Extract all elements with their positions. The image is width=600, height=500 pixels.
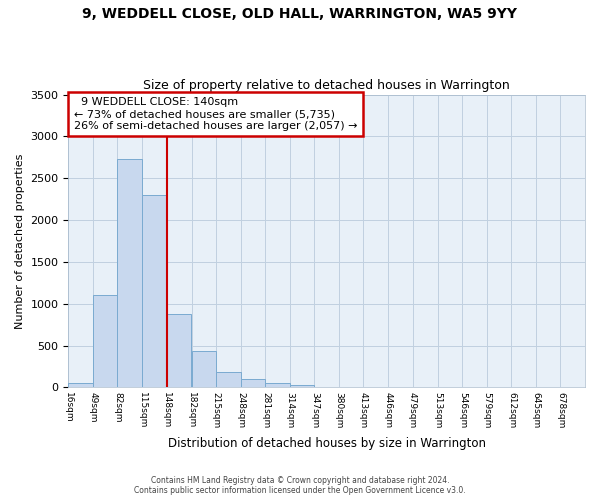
Bar xyxy=(167,314,191,388)
Title: Size of property relative to detached houses in Warrington: Size of property relative to detached ho… xyxy=(143,79,510,92)
Text: 9, WEDDELL CLOSE, OLD HALL, WARRINGTON, WA5 9YY: 9, WEDDELL CLOSE, OLD HALL, WARRINGTON, … xyxy=(83,8,517,22)
Y-axis label: Number of detached properties: Number of detached properties xyxy=(15,154,25,328)
Text: Contains HM Land Registry data © Crown copyright and database right 2024.
Contai: Contains HM Land Registry data © Crown c… xyxy=(134,476,466,495)
Bar xyxy=(68,383,93,388)
Bar xyxy=(142,195,167,388)
Text: 9 WEDDELL CLOSE: 140sqm  
← 73% of detached houses are smaller (5,735)
26% of se: 9 WEDDELL CLOSE: 140sqm ← 73% of detache… xyxy=(74,98,357,130)
Bar xyxy=(93,294,118,388)
Bar xyxy=(241,380,265,388)
X-axis label: Distribution of detached houses by size in Warrington: Distribution of detached houses by size … xyxy=(168,437,486,450)
Bar xyxy=(118,159,142,388)
Bar xyxy=(290,386,314,388)
Bar xyxy=(217,372,241,388)
Bar xyxy=(192,352,217,388)
Bar xyxy=(265,383,290,388)
